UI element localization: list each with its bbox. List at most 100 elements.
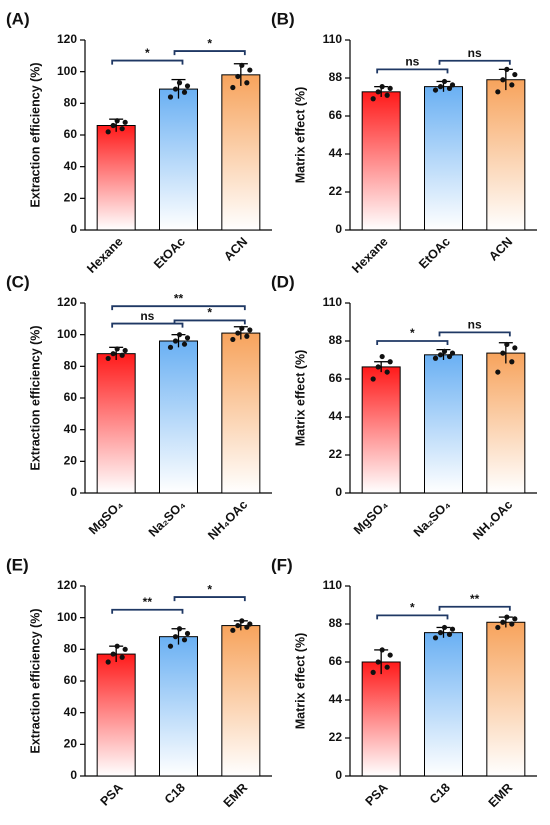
y-tick-label: 110 xyxy=(323,32,343,46)
x-tick-label: Hexane xyxy=(84,235,125,276)
x-tick-label: PSA xyxy=(98,781,126,809)
data-point xyxy=(181,89,188,95)
data-point xyxy=(172,634,179,640)
x-tick-label: C18 xyxy=(162,781,188,807)
significance-bracket xyxy=(376,614,449,620)
data-point xyxy=(122,646,128,652)
data-point xyxy=(509,621,515,627)
y-tick-label: 0 xyxy=(70,485,77,499)
panel: (C) Extraction efficiency (%) 0 20 40 60 80 100… xyxy=(6,272,272,543)
data-point xyxy=(370,669,376,675)
data-point xyxy=(247,67,253,73)
y-tick-label: 60 xyxy=(64,127,78,141)
data-point xyxy=(244,333,250,339)
bar xyxy=(221,625,261,777)
significance-label: * xyxy=(145,46,150,60)
y-tick-label: 120 xyxy=(57,295,77,309)
bar xyxy=(221,74,261,231)
x-tick-label: Na₂SO₄ xyxy=(411,498,453,540)
x-tick-label: PSA xyxy=(363,781,391,809)
y-tick-label: 60 xyxy=(64,673,78,687)
data-point xyxy=(167,643,174,649)
significance-label: ** xyxy=(174,291,184,305)
data-point xyxy=(504,341,510,348)
y-tick-label: 20 xyxy=(64,191,78,205)
data-point xyxy=(432,355,439,361)
y-tick-label: 88 xyxy=(329,70,343,84)
data-point xyxy=(504,66,510,72)
y-tick-label: 40 xyxy=(64,159,78,173)
significance-bracket xyxy=(111,608,184,614)
data-point xyxy=(110,651,116,657)
data-point xyxy=(230,84,236,91)
data-point xyxy=(500,350,506,356)
bar xyxy=(424,632,463,777)
data-point xyxy=(176,626,183,632)
data-point xyxy=(181,637,188,643)
data-point xyxy=(239,62,245,68)
data-point xyxy=(384,664,390,670)
data-point xyxy=(114,643,120,649)
y-tick-label: 100 xyxy=(57,327,77,341)
data-point xyxy=(379,353,385,360)
panel: (D) Matrix effect (%) 0 22 44 66 88 110 MgSO₄ Na₂… xyxy=(271,272,537,543)
significance-label: ns xyxy=(405,55,419,69)
y-tick-label: 88 xyxy=(329,333,343,347)
data-point xyxy=(122,347,128,354)
data-point xyxy=(437,630,444,636)
data-point xyxy=(184,630,191,637)
data-point xyxy=(184,83,191,89)
bar xyxy=(361,366,401,494)
x-tick-label: EtOAc xyxy=(151,235,188,272)
data-point xyxy=(432,635,439,641)
y-tick-label: 0 xyxy=(70,222,77,236)
data-point xyxy=(105,659,111,665)
x-tick-label: EtOAc xyxy=(416,235,453,272)
y-tick-label: 0 xyxy=(335,222,342,236)
data-point xyxy=(495,369,501,375)
data-point xyxy=(441,78,448,85)
bar xyxy=(159,88,198,231)
data-point xyxy=(119,126,125,132)
significance-bracket xyxy=(438,331,511,337)
data-point xyxy=(509,359,515,365)
bar xyxy=(361,661,401,777)
panel: (E) Extraction efficiency (%) 0 20 40 60 80 100… xyxy=(6,555,272,810)
y-tick-label: 80 xyxy=(64,359,78,373)
x-tick-label: NH₄OAc xyxy=(470,498,515,543)
data-point xyxy=(512,616,518,622)
panel-label: (B) xyxy=(271,9,295,28)
x-tick-label: EMR xyxy=(486,781,516,811)
significance-bracket xyxy=(111,305,246,311)
significance-bracket xyxy=(438,605,511,611)
y-tick-label: 120 xyxy=(57,32,77,46)
y-tick-label: 80 xyxy=(64,642,78,656)
data-point xyxy=(239,618,245,624)
data-point xyxy=(247,621,253,627)
y-tick-label: 22 xyxy=(329,730,343,744)
x-tick-label: EMR xyxy=(221,781,251,811)
data-point xyxy=(441,624,448,631)
data-point xyxy=(172,338,179,344)
y-tick-label: 60 xyxy=(64,390,78,404)
panel-label: (E) xyxy=(6,555,29,574)
significance-label: * xyxy=(207,306,212,320)
data-point xyxy=(449,350,456,356)
y-tick-label: 110 xyxy=(323,578,343,592)
y-axis-label: Extraction efficiency (%) xyxy=(28,62,42,207)
data-point xyxy=(384,92,390,98)
significance-label: * xyxy=(410,601,415,615)
y-tick-label: 40 xyxy=(64,705,78,719)
data-point xyxy=(235,73,241,80)
y-axis-label: Extraction efficiency (%) xyxy=(28,608,42,753)
significance-label: * xyxy=(207,36,212,50)
x-tick-label: NH₄OAc xyxy=(205,498,250,543)
data-point xyxy=(247,327,253,333)
significance-label: ** xyxy=(470,592,480,606)
y-tick-label: 66 xyxy=(329,654,343,668)
data-point xyxy=(230,627,236,633)
y-axis-label: Matrix effect (%) xyxy=(293,633,307,730)
panel-label: (F) xyxy=(271,555,293,574)
bar xyxy=(424,86,463,231)
significance-bracket xyxy=(376,340,449,345)
